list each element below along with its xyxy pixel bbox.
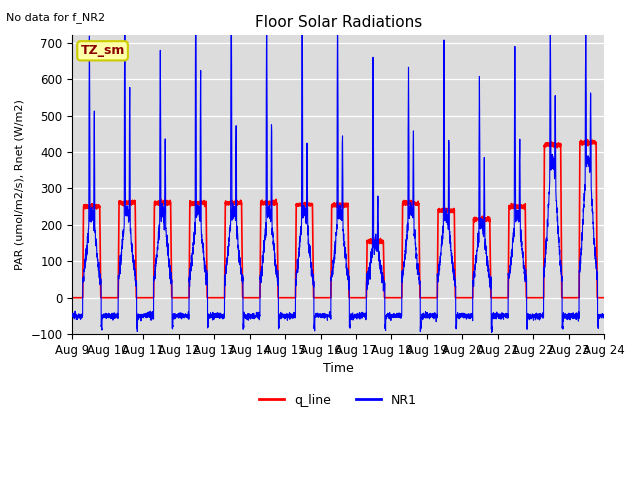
Y-axis label: PAR (umol/m2/s), Rnet (W/m2): PAR (umol/m2/s), Rnet (W/m2) [15,99,25,270]
NR1 [600,314,608,320]
NR1 [488,330,495,336]
NR1 [488,324,495,330]
NR1 [428,313,436,319]
NR1 [319,313,326,319]
q_line [428,295,436,300]
X-axis label: Time: Time [323,362,354,375]
Line: NR1: NR1 [72,0,604,333]
q_line [600,295,607,300]
Text: TZ_sm: TZ_sm [81,44,125,57]
q_line [600,295,608,300]
Text: No data for f_NR2: No data for f_NR2 [6,12,106,23]
NR1 [164,240,172,246]
NR1 [458,312,465,318]
q_line [458,295,465,300]
q_line [68,295,76,300]
q_line [318,295,326,300]
q_line [584,137,591,143]
q_line [488,295,495,300]
q_line [164,200,172,205]
Line: q_line: q_line [72,140,604,298]
Legend: q_line, NR1: q_line, NR1 [254,389,422,411]
NR1 [600,314,607,320]
NR1 [68,313,76,319]
Title: Floor Solar Radiations: Floor Solar Radiations [255,15,422,30]
